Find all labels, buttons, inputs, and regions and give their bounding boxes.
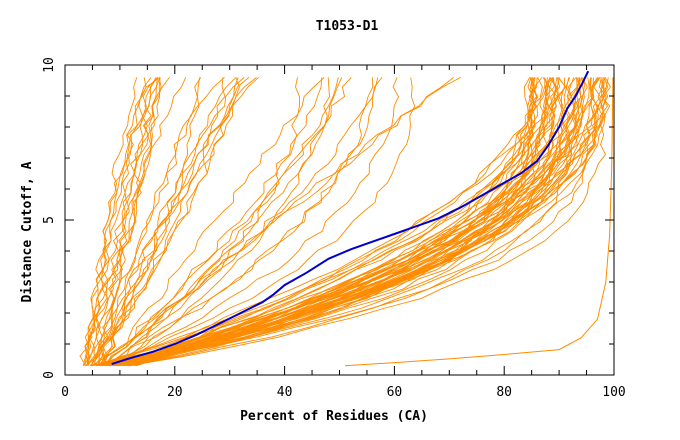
outlier-curve: [344, 77, 614, 367]
y-tick-label: 0: [42, 371, 57, 379]
model-curve-62: [117, 77, 561, 367]
model-curve-27: [112, 77, 339, 367]
model-curve-59: [104, 77, 570, 367]
chart-title: T1053-D1: [316, 19, 379, 34]
model-curve-22: [101, 77, 187, 366]
y-axis-label: Distance Cutoff, A: [20, 161, 35, 302]
x-tick-label: 40: [277, 385, 293, 400]
model-curve-36: [104, 77, 374, 367]
model-curve-51: [113, 77, 547, 367]
model-curve-13: [97, 77, 250, 366]
model-curve-3: [93, 77, 161, 366]
model-curve-35: [113, 77, 330, 367]
highlight-curve: [111, 70, 590, 366]
model-curve-96: [110, 77, 551, 367]
model-curve-93: [118, 77, 578, 367]
model-curve-94: [130, 77, 604, 367]
model-curve-83: [102, 77, 611, 367]
x-tick-label: 0: [61, 385, 69, 400]
x-tick-label: 60: [387, 385, 403, 400]
series-layer: [79, 70, 614, 367]
model-curve-14: [103, 77, 257, 366]
model-curve-4: [84, 77, 147, 366]
model-curve-26: [104, 77, 325, 367]
model-curve-23: [104, 77, 202, 366]
axes-layer: 0 20 40 60 80 100 0 5 10: [42, 57, 626, 400]
model-curve-89: [108, 77, 599, 367]
model-curve-30: [108, 77, 461, 367]
model-curve-10: [86, 77, 138, 366]
model-curve-84: [116, 77, 569, 367]
model-curve-28: [91, 77, 383, 367]
model-curve-25: [109, 77, 400, 367]
model-curve-49: [119, 77, 599, 367]
model-curve-69: [116, 77, 583, 367]
model-curve-8: [87, 77, 157, 366]
model-curve-46: [115, 77, 537, 367]
model-curve-19: [89, 77, 201, 367]
x-tick-label: 20: [167, 385, 183, 400]
model-curve-61: [116, 77, 558, 367]
model-curve-91: [115, 77, 599, 367]
model-curve-82: [112, 77, 602, 367]
model-curve-40: [100, 77, 546, 367]
y-tick-label: 10: [42, 57, 57, 73]
model-curve-16: [92, 77, 237, 366]
y-tick-label: 5: [42, 216, 57, 224]
model-curve-80: [124, 77, 537, 367]
model-curve-38: [135, 77, 553, 367]
x-tick-label: 100: [602, 385, 625, 400]
model-curve-31: [104, 77, 454, 366]
model-curve-78: [128, 77, 534, 367]
model-curve-20: [85, 77, 239, 367]
model-curve-43: [97, 77, 578, 367]
model-curve-15: [101, 77, 226, 366]
x-axis-label: Percent of Residues (CA): [240, 409, 428, 424]
x-tick-label: 80: [496, 385, 512, 400]
model-curve-21: [85, 77, 259, 367]
model-curve-97: [128, 77, 580, 367]
model-curve-55: [124, 77, 548, 367]
model-curve-95: [108, 77, 609, 367]
model-curve-11: [86, 77, 152, 366]
model-curve-17: [97, 77, 225, 366]
model-curve-79: [130, 77, 582, 367]
model-curve-34: [98, 77, 416, 367]
model-curve-44: [130, 77, 543, 367]
model-curve-37: [100, 77, 323, 366]
model-curve-64: [129, 77, 611, 367]
